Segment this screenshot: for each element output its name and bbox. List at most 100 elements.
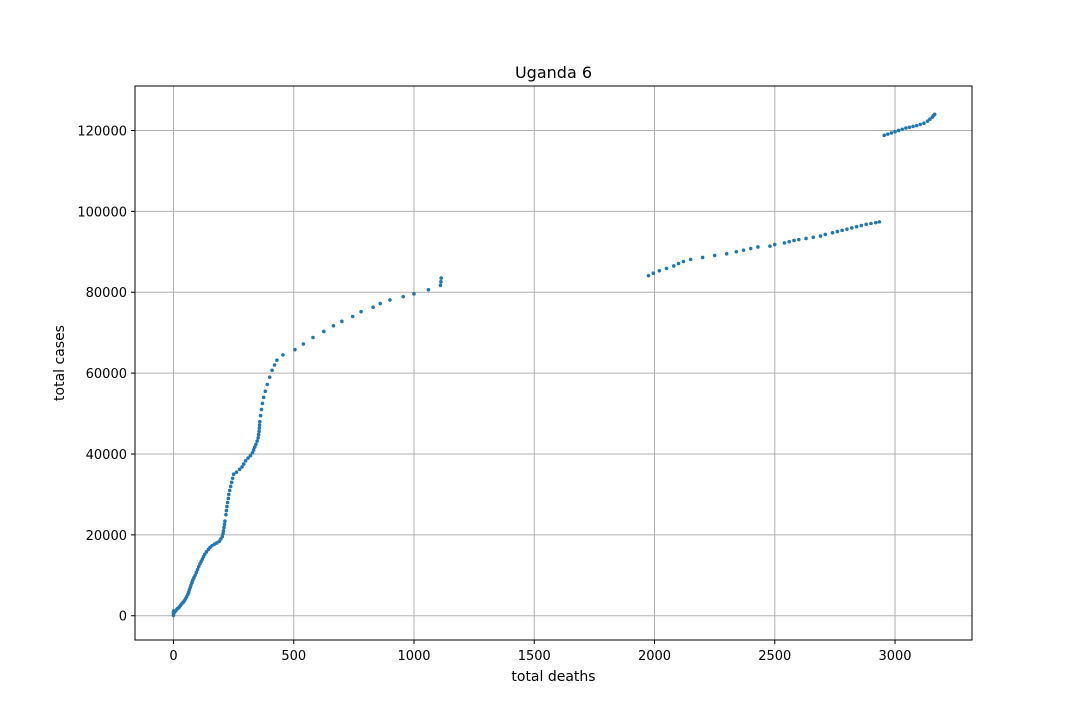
data-point xyxy=(438,283,443,288)
x-tick-label: 1500 xyxy=(518,649,551,664)
data-point xyxy=(250,450,255,455)
data-point xyxy=(371,305,375,309)
data-point xyxy=(734,249,739,254)
data-point xyxy=(925,119,930,123)
data-point xyxy=(756,245,760,249)
data-point xyxy=(359,309,363,314)
data-point xyxy=(907,125,912,130)
data-point xyxy=(230,476,235,481)
data-point xyxy=(281,353,285,357)
data-point xyxy=(222,525,226,530)
data-point xyxy=(388,298,392,302)
data-point xyxy=(224,512,228,517)
x-tick-label: 0 xyxy=(169,649,177,664)
data-point xyxy=(782,241,787,245)
data-point xyxy=(724,252,729,256)
data-point xyxy=(267,375,272,379)
data-point xyxy=(772,242,777,247)
data-point xyxy=(932,112,937,117)
data-point xyxy=(257,423,262,427)
data-point xyxy=(222,522,227,527)
data-point xyxy=(651,271,656,276)
data-point xyxy=(918,122,923,127)
data-point xyxy=(681,259,686,264)
data-point xyxy=(914,123,919,128)
data-point xyxy=(657,269,662,273)
data-point xyxy=(246,456,250,460)
data-point xyxy=(700,255,705,260)
data-point xyxy=(896,128,901,133)
data-point xyxy=(263,389,268,394)
data-point xyxy=(439,276,443,280)
data-point xyxy=(873,220,878,225)
data-point xyxy=(676,261,681,266)
data-point xyxy=(251,448,256,452)
data-point xyxy=(804,236,808,241)
data-point xyxy=(426,288,431,292)
data-point xyxy=(221,529,226,533)
data-point xyxy=(257,429,261,434)
data-point xyxy=(830,230,835,235)
y-tick-label: 0 xyxy=(119,610,127,625)
data-point xyxy=(823,232,828,237)
grid-lines xyxy=(135,86,972,640)
chart-title: Uganda 6 xyxy=(515,63,592,82)
data-point xyxy=(196,565,201,569)
data-points xyxy=(171,112,937,618)
data-point xyxy=(664,266,669,271)
data-point xyxy=(225,500,230,505)
data-point xyxy=(223,519,227,523)
data-point xyxy=(258,413,263,418)
data-point xyxy=(712,253,717,258)
data-point xyxy=(227,492,231,497)
data-point xyxy=(194,570,199,575)
data-point xyxy=(646,273,651,278)
data-point xyxy=(900,127,905,132)
x-axis-label: total deaths xyxy=(511,669,595,685)
y-tick-label: 40000 xyxy=(86,448,127,463)
data-point xyxy=(904,126,908,130)
data-point xyxy=(922,121,926,126)
data-point xyxy=(225,504,229,509)
y-tick-label: 80000 xyxy=(86,286,127,301)
y-tick-label: 60000 xyxy=(86,367,127,382)
data-point xyxy=(220,534,225,539)
data-point xyxy=(293,347,297,352)
data-point xyxy=(240,465,244,469)
data-point xyxy=(255,439,259,443)
data-point xyxy=(256,436,260,440)
data-point xyxy=(787,239,792,244)
data-point xyxy=(257,426,262,430)
data-point xyxy=(893,129,897,134)
data-point xyxy=(849,226,854,230)
data-point xyxy=(741,248,746,252)
data-point xyxy=(748,246,753,251)
data-point xyxy=(195,567,200,572)
data-point xyxy=(193,573,197,578)
data-point xyxy=(864,222,868,227)
data-point xyxy=(265,382,270,387)
data-point xyxy=(331,323,336,328)
data-point xyxy=(869,221,873,226)
data-point xyxy=(272,363,277,367)
data-point xyxy=(311,335,315,340)
data-point xyxy=(229,480,234,485)
x-tick-label: 2000 xyxy=(638,649,671,664)
data-point xyxy=(412,292,416,296)
data-point xyxy=(439,279,443,284)
data-point xyxy=(792,238,796,243)
data-point xyxy=(231,472,236,477)
data-point xyxy=(261,395,266,400)
data-point xyxy=(840,228,844,233)
x-tick-label: 500 xyxy=(281,649,306,664)
data-point xyxy=(237,467,242,472)
data-point xyxy=(889,131,894,135)
data-point xyxy=(275,358,279,362)
data-point xyxy=(859,223,864,228)
data-point xyxy=(768,244,772,248)
data-point xyxy=(835,229,840,234)
data-point xyxy=(671,264,676,268)
data-point xyxy=(248,453,253,458)
y-tick-label: 20000 xyxy=(86,529,127,544)
